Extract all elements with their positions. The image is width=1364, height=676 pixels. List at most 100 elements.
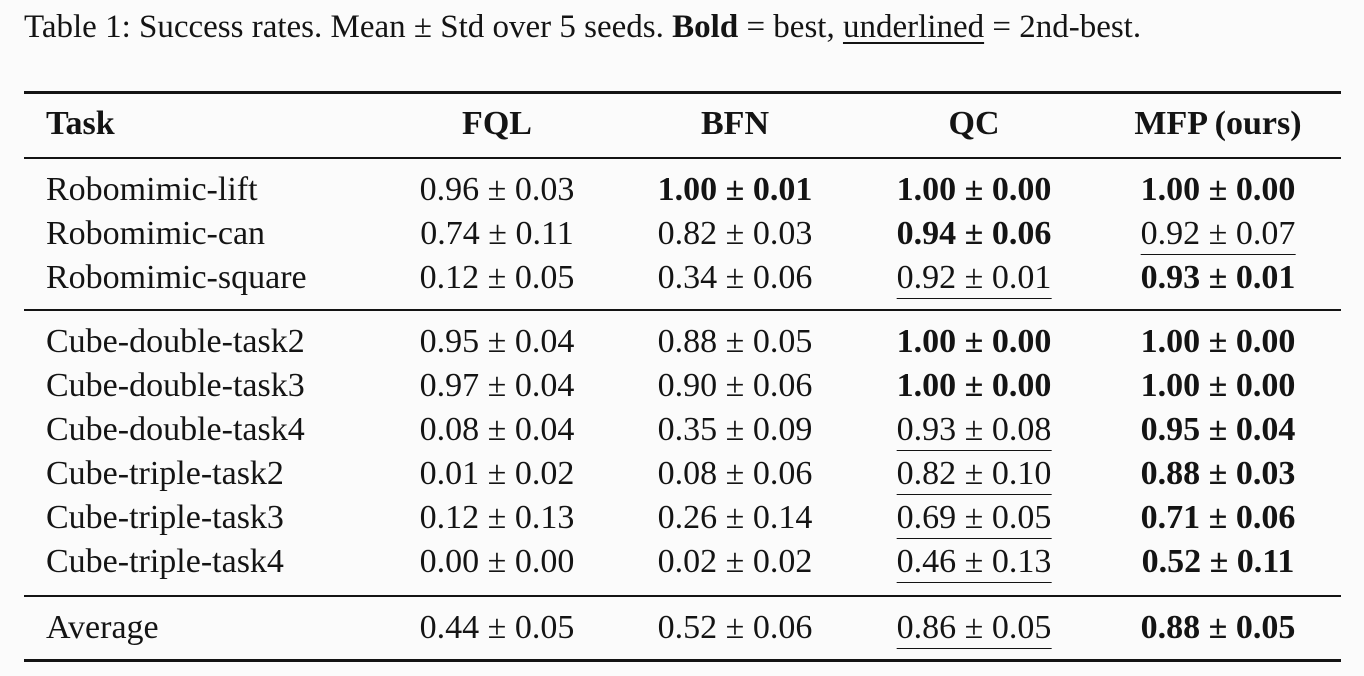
table-caption: Table 1: Success rates. Mean ± Std over … xyxy=(24,4,1354,50)
score-cell: 0.71 ± 0.06 xyxy=(1141,496,1296,540)
score-cell: 0.12 ± 0.13 xyxy=(420,496,575,540)
table-row: Cube-double-task2 0.95 ± 0.04 0.88 ± 0.05 1… xyxy=(24,320,1341,364)
score-value: 1.00 ± 0.01 xyxy=(657,171,813,208)
group-divider-1 xyxy=(24,309,1341,311)
score-cell: 1.00 ± 0.00 xyxy=(1141,320,1296,364)
score-cell: 0.08 ± 0.04 xyxy=(420,408,575,452)
caption-suffix: = 2nd-best. xyxy=(984,9,1142,45)
task-name-cell: Robomimic-square xyxy=(46,259,307,296)
score-value: 0.88 ± 0.03 xyxy=(1140,455,1296,492)
score-cell: 0.34 ± 0.06 xyxy=(658,256,813,300)
score-value: 0.34 ± 0.06 xyxy=(657,259,813,296)
score-value: 0.52 ± 0.06 xyxy=(657,609,813,646)
score-value: 0.46 ± 0.13 xyxy=(896,542,1052,583)
caption-prefix: Table 1: Success rates. Mean ± Std over … xyxy=(24,9,673,45)
score-cell: 1.00 ± 0.00 xyxy=(897,320,1052,364)
score-cell: 0.69 ± 0.05 xyxy=(896,496,1052,540)
score-cell: 0.52 ± 0.11 xyxy=(1142,540,1295,584)
score-value: 0.44 ± 0.05 xyxy=(419,609,575,646)
score-value: 0.71 ± 0.06 xyxy=(1140,499,1296,536)
task-name-cell: Robomimic-lift xyxy=(46,171,258,208)
table-row: Cube-double-task4 0.08 ± 0.04 0.35 ± 0.09 0… xyxy=(24,408,1341,452)
score-value: 1.00 ± 0.00 xyxy=(896,367,1052,404)
score-value: 1.00 ± 0.00 xyxy=(1140,171,1296,208)
score-cell: 0.96 ± 0.03 xyxy=(420,168,575,212)
score-cell: 0.94 ± 0.06 xyxy=(897,212,1052,256)
table-row: Cube-double-task3 0.97 ± 0.04 0.90 ± 0.06 1… xyxy=(24,364,1341,408)
task-name-cell: Cube-double-task3 xyxy=(46,367,305,404)
group-divider-2 xyxy=(24,595,1341,597)
score-cell: 0.92 ± 0.01 xyxy=(896,256,1052,300)
score-value: 0.74 ± 0.11 xyxy=(420,215,574,252)
score-value: 0.94 ± 0.06 xyxy=(896,215,1052,252)
score-value: 0.92 ± 0.01 xyxy=(896,258,1052,299)
score-value: 0.35 ± 0.09 xyxy=(657,411,813,448)
score-cell: 0.08 ± 0.06 xyxy=(658,452,813,496)
score-cell: 0.88 ± 0.05 xyxy=(658,320,813,364)
score-cell: 1.00 ± 0.00 xyxy=(1141,168,1296,212)
bottom-rule xyxy=(24,659,1341,662)
score-value: 1.00 ± 0.00 xyxy=(896,171,1052,208)
score-value: 0.96 ± 0.03 xyxy=(419,171,575,208)
score-value: 0.93 ± 0.01 xyxy=(1140,259,1296,296)
score-cell: 0.86 ± 0.05 xyxy=(896,606,1052,650)
score-cell: 0.97 ± 0.04 xyxy=(420,364,575,408)
score-value: 0.02 ± 0.02 xyxy=(657,543,813,580)
score-value: 1.00 ± 0.00 xyxy=(1140,323,1296,360)
task-name-cell: Robomimic-can xyxy=(46,215,266,252)
score-value: 0.88 ± 0.05 xyxy=(1140,609,1296,646)
score-cell: 0.12 ± 0.05 xyxy=(420,256,575,300)
score-cell: 0.46 ± 0.13 xyxy=(896,540,1052,584)
score-value: 0.92 ± 0.07 xyxy=(1140,214,1296,255)
table-row: Average 0.44 ± 0.05 0.52 ± 0.06 0.86 ± 0.05… xyxy=(24,606,1341,650)
caption-mid: = best, xyxy=(738,9,843,45)
score-cell: 0.26 ± 0.14 xyxy=(658,496,813,540)
score-value: 0.12 ± 0.05 xyxy=(419,259,575,296)
table-row: Cube-triple-task2 0.01 ± 0.02 0.08 ± 0.06 0… xyxy=(24,452,1341,496)
score-value: 0.08 ± 0.06 xyxy=(657,455,813,492)
task-name-cell: Cube-triple-task3 xyxy=(46,499,284,536)
score-cell: 0.93 ± 0.08 xyxy=(896,408,1052,452)
table-row: Robomimic-can 0.74 ± 0.11 0.82 ± 0.03 0.94 … xyxy=(24,212,1341,256)
score-cell: 0.82 ± 0.10 xyxy=(896,452,1052,496)
table-row: Cube-triple-task4 0.00 ± 0.00 0.02 ± 0.02 0… xyxy=(24,540,1341,584)
score-cell: 0.90 ± 0.06 xyxy=(658,364,813,408)
header-rule xyxy=(24,157,1341,159)
score-value: 0.86 ± 0.05 xyxy=(896,608,1052,649)
header-bfn: BFN xyxy=(701,105,769,142)
score-value: 0.52 ± 0.11 xyxy=(1141,543,1295,580)
score-cell: 0.82 ± 0.03 xyxy=(658,212,813,256)
score-value: 0.00 ± 0.00 xyxy=(419,543,575,580)
score-cell: 0.02 ± 0.02 xyxy=(658,540,813,584)
header-row: Task FQL BFN QC MFP (ours) xyxy=(24,102,1341,146)
score-cell: 0.92 ± 0.07 xyxy=(1140,212,1296,256)
score-cell: 0.88 ± 0.05 xyxy=(1141,606,1296,650)
header-task: Task xyxy=(46,105,115,142)
score-value: 0.08 ± 0.04 xyxy=(419,411,575,448)
score-cell: 0.44 ± 0.05 xyxy=(420,606,575,650)
score-value: 0.12 ± 0.13 xyxy=(419,499,575,536)
score-value: 1.00 ± 0.00 xyxy=(1140,367,1296,404)
table-row: Robomimic-square 0.12 ± 0.05 0.34 ± 0.06 0.… xyxy=(24,256,1341,300)
task-name-cell: Cube-triple-task2 xyxy=(46,455,284,492)
score-value: 0.88 ± 0.05 xyxy=(657,323,813,360)
score-cell: 1.00 ± 0.00 xyxy=(897,364,1052,408)
caption-bold-word: Bold xyxy=(672,9,739,45)
score-cell: 1.00 ± 0.01 xyxy=(658,168,813,212)
task-name-cell: Cube-double-task2 xyxy=(46,323,305,360)
score-cell: 0.00 ± 0.00 xyxy=(420,540,575,584)
score-value: 0.95 ± 0.04 xyxy=(419,323,575,360)
score-cell: 0.95 ± 0.04 xyxy=(1141,408,1296,452)
table-row: Robomimic-lift 0.96 ± 0.03 1.00 ± 0.01 1.00… xyxy=(24,168,1341,212)
score-cell: 0.74 ± 0.11 xyxy=(420,212,573,256)
top-rule xyxy=(24,91,1341,94)
header-qc: QC xyxy=(948,105,1000,142)
table-row: Cube-triple-task3 0.12 ± 0.13 0.26 ± 0.14 0… xyxy=(24,496,1341,540)
task-name-cell: Average xyxy=(46,609,159,646)
task-name-cell: Cube-double-task4 xyxy=(46,411,305,448)
score-value: 0.26 ± 0.14 xyxy=(657,499,813,536)
score-value: 0.82 ± 0.03 xyxy=(657,215,813,252)
score-value: 0.95 ± 0.04 xyxy=(1140,411,1296,448)
score-value: 0.97 ± 0.04 xyxy=(419,367,575,404)
score-cell: 0.88 ± 0.03 xyxy=(1141,452,1296,496)
